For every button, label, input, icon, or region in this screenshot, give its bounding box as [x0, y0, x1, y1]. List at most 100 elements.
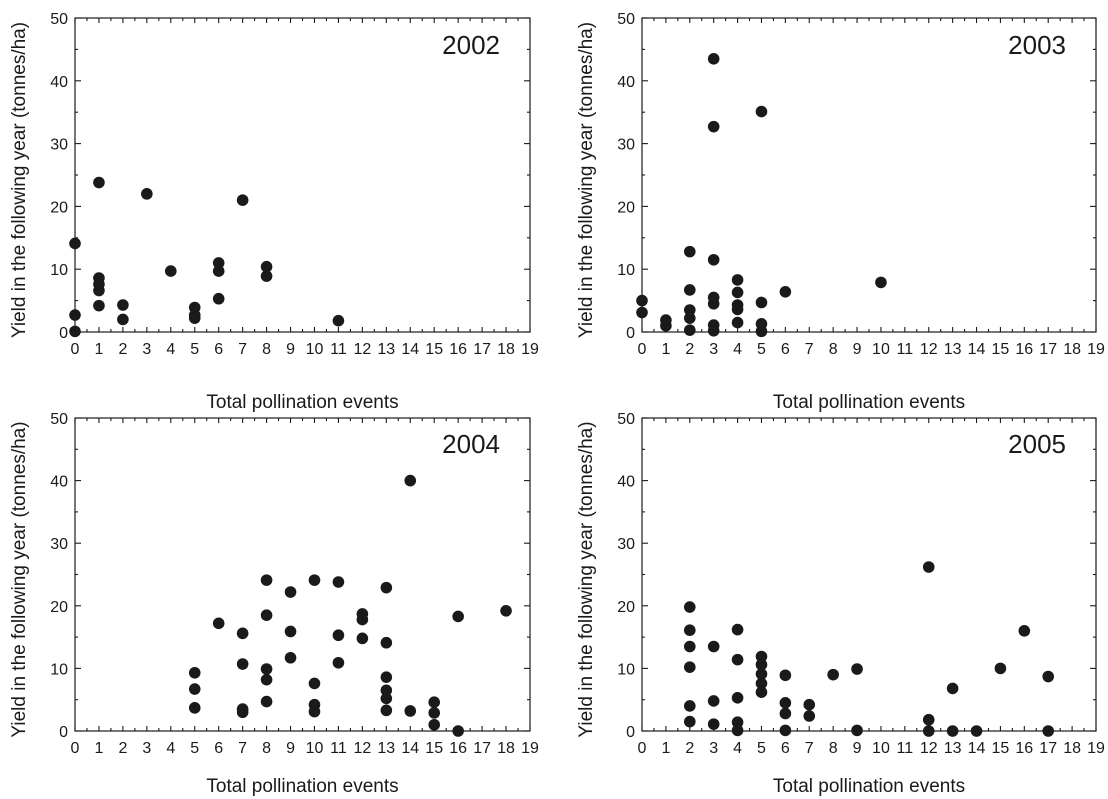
- data-point: [779, 669, 792, 682]
- data-point: [707, 324, 720, 337]
- data-point: [827, 668, 839, 681]
- y-tick-label: 30: [50, 536, 68, 553]
- data-point: [1018, 625, 1031, 637]
- data-point: [779, 724, 792, 737]
- data-point: [188, 702, 201, 714]
- data-point: [236, 627, 249, 640]
- data-point: [731, 724, 744, 737]
- data-point: [188, 312, 201, 324]
- data-point: [212, 617, 225, 630]
- x-tick-label: 10: [306, 740, 324, 757]
- x-tick-label: 18: [1063, 740, 1081, 757]
- data-point: [683, 640, 696, 653]
- y-tick-label: 10: [617, 661, 635, 678]
- x-tick-label: 2: [118, 341, 127, 358]
- x-tick-label: 12: [353, 740, 371, 757]
- data-point: [308, 574, 321, 586]
- x-tick-label: 11: [897, 740, 914, 757]
- data-point: [731, 623, 744, 636]
- x-tick-label: 14: [968, 740, 986, 757]
- y-tick-label: 50: [617, 11, 635, 28]
- y-tick-label: 40: [50, 74, 68, 91]
- data-point: [970, 725, 983, 737]
- data-point: [707, 695, 720, 707]
- data-point: [356, 632, 369, 645]
- y-axis-label: Yield in the following year (tonnes/ha): [576, 421, 597, 737]
- y-tick-label: 50: [50, 11, 68, 28]
- y-tick-label: 40: [617, 474, 635, 491]
- x-tick-label: 2: [685, 740, 694, 757]
- x-tick-label: 16: [449, 740, 467, 757]
- x-tick-label: 0: [638, 341, 647, 358]
- x-tick-label: 12: [920, 341, 938, 358]
- data-point: [236, 658, 249, 670]
- data-point: [636, 306, 648, 319]
- data-point: [284, 651, 297, 664]
- x-tick-label: 8: [829, 740, 838, 757]
- x-tick-label: 15: [425, 740, 443, 757]
- data-point: [683, 284, 696, 296]
- data-point: [356, 613, 369, 626]
- x-tick-label: 6: [781, 740, 790, 757]
- data-point: [946, 725, 959, 737]
- x-tick-label: 2: [118, 740, 127, 757]
- data-point: [683, 715, 696, 728]
- x-axis-label: Total pollination events: [206, 776, 398, 797]
- data-point: [803, 698, 816, 711]
- data-point: [284, 586, 297, 598]
- panel-year-label: 2005: [1008, 429, 1066, 459]
- data-point: [93, 284, 105, 297]
- data-point: [755, 296, 768, 309]
- data-point: [380, 581, 393, 594]
- y-tick-label: 20: [617, 599, 635, 616]
- x-axis-label: Total pollination events: [206, 392, 398, 413]
- x-tick-label: 9: [286, 740, 295, 757]
- data-point: [683, 312, 696, 324]
- data-point: [308, 677, 321, 690]
- data-point: [731, 274, 744, 286]
- data-point: [731, 286, 744, 299]
- x-tick-label: 3: [709, 341, 718, 358]
- data-point: [188, 666, 201, 679]
- data-point: [946, 682, 959, 695]
- data-point: [660, 319, 672, 332]
- data-point: [779, 697, 792, 709]
- x-tick-label: 15: [425, 341, 443, 358]
- data-point: [707, 718, 720, 730]
- x-tick-label: 13: [377, 341, 395, 358]
- x-tick-label: 0: [71, 740, 80, 757]
- data-point: [707, 640, 720, 653]
- data-point: [683, 324, 696, 336]
- x-tick-label: 14: [401, 341, 419, 358]
- x-tick-label: 1: [661, 341, 670, 358]
- data-point: [803, 710, 816, 722]
- data-point: [683, 700, 696, 712]
- data-point: [428, 718, 441, 731]
- data-point: [117, 313, 129, 326]
- x-tick-label: 19: [1087, 740, 1105, 757]
- data-point: [260, 574, 273, 586]
- data-point: [755, 658, 768, 671]
- data-point: [284, 625, 297, 638]
- x-tick-label: 9: [853, 740, 862, 757]
- x-tick-label: 18: [497, 740, 515, 757]
- x-tick-label: 11: [330, 740, 347, 757]
- data-point: [236, 194, 249, 206]
- x-tick-label: 19: [521, 740, 539, 757]
- x-tick-label: 16: [1015, 341, 1033, 358]
- x-tick-label: 7: [238, 341, 247, 358]
- x-tick-label: 18: [497, 341, 515, 358]
- data-point: [779, 286, 792, 298]
- data-point: [1042, 725, 1055, 737]
- y-tick-label: 40: [50, 474, 68, 491]
- panel-2004: 0 1 2 3 4 5 6 7 8 9 10 11 12 13 14 15 16 17 18 190102030405…: [9, 411, 539, 797]
- data-point: [141, 188, 153, 200]
- x-tick-label: 0: [638, 740, 647, 757]
- x-tick-label: 15: [992, 740, 1010, 757]
- data-point: [93, 176, 105, 189]
- y-tick-label: 30: [50, 137, 68, 154]
- panel-2002: 0 1 2 3 4 5 6 7 8 9 10 11 12 13 14 15 16 17 18 190102030405…: [9, 11, 539, 413]
- y-tick-label: 10: [50, 661, 68, 678]
- data-point: [332, 314, 345, 327]
